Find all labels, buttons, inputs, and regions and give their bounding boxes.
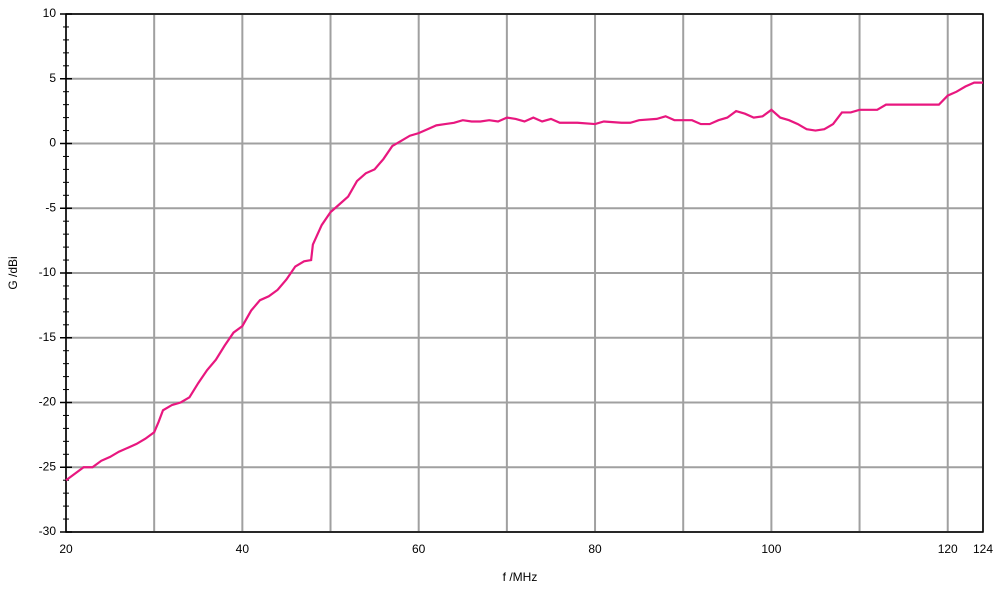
x-tick-label: 124 (973, 542, 993, 556)
y-tick-label: -25 (39, 459, 57, 473)
y-axis-label: G /dBi (6, 256, 20, 289)
y-tick-label: -5 (45, 200, 56, 214)
x-tick-label: 40 (236, 542, 250, 556)
x-tick-label: 60 (412, 542, 426, 556)
y-tick-label: 0 (49, 136, 56, 150)
data-line (65, 81, 983, 482)
x-axis-label: f /MHz (503, 570, 538, 584)
y-tick-label: -10 (39, 265, 57, 279)
y-tick-label: 5 (49, 71, 56, 85)
plot-frame (65, 13, 984, 533)
y-tick-label: 10 (43, 6, 57, 20)
x-tick-label: 80 (588, 542, 602, 556)
x-tick-label: 120 (938, 542, 958, 556)
y-tick-label: -30 (39, 524, 57, 538)
y-tick-label: -15 (39, 330, 57, 344)
x-tick-label: 100 (761, 542, 781, 556)
y-tick-label: -20 (39, 395, 57, 409)
x-tick-label: 20 (59, 542, 73, 556)
